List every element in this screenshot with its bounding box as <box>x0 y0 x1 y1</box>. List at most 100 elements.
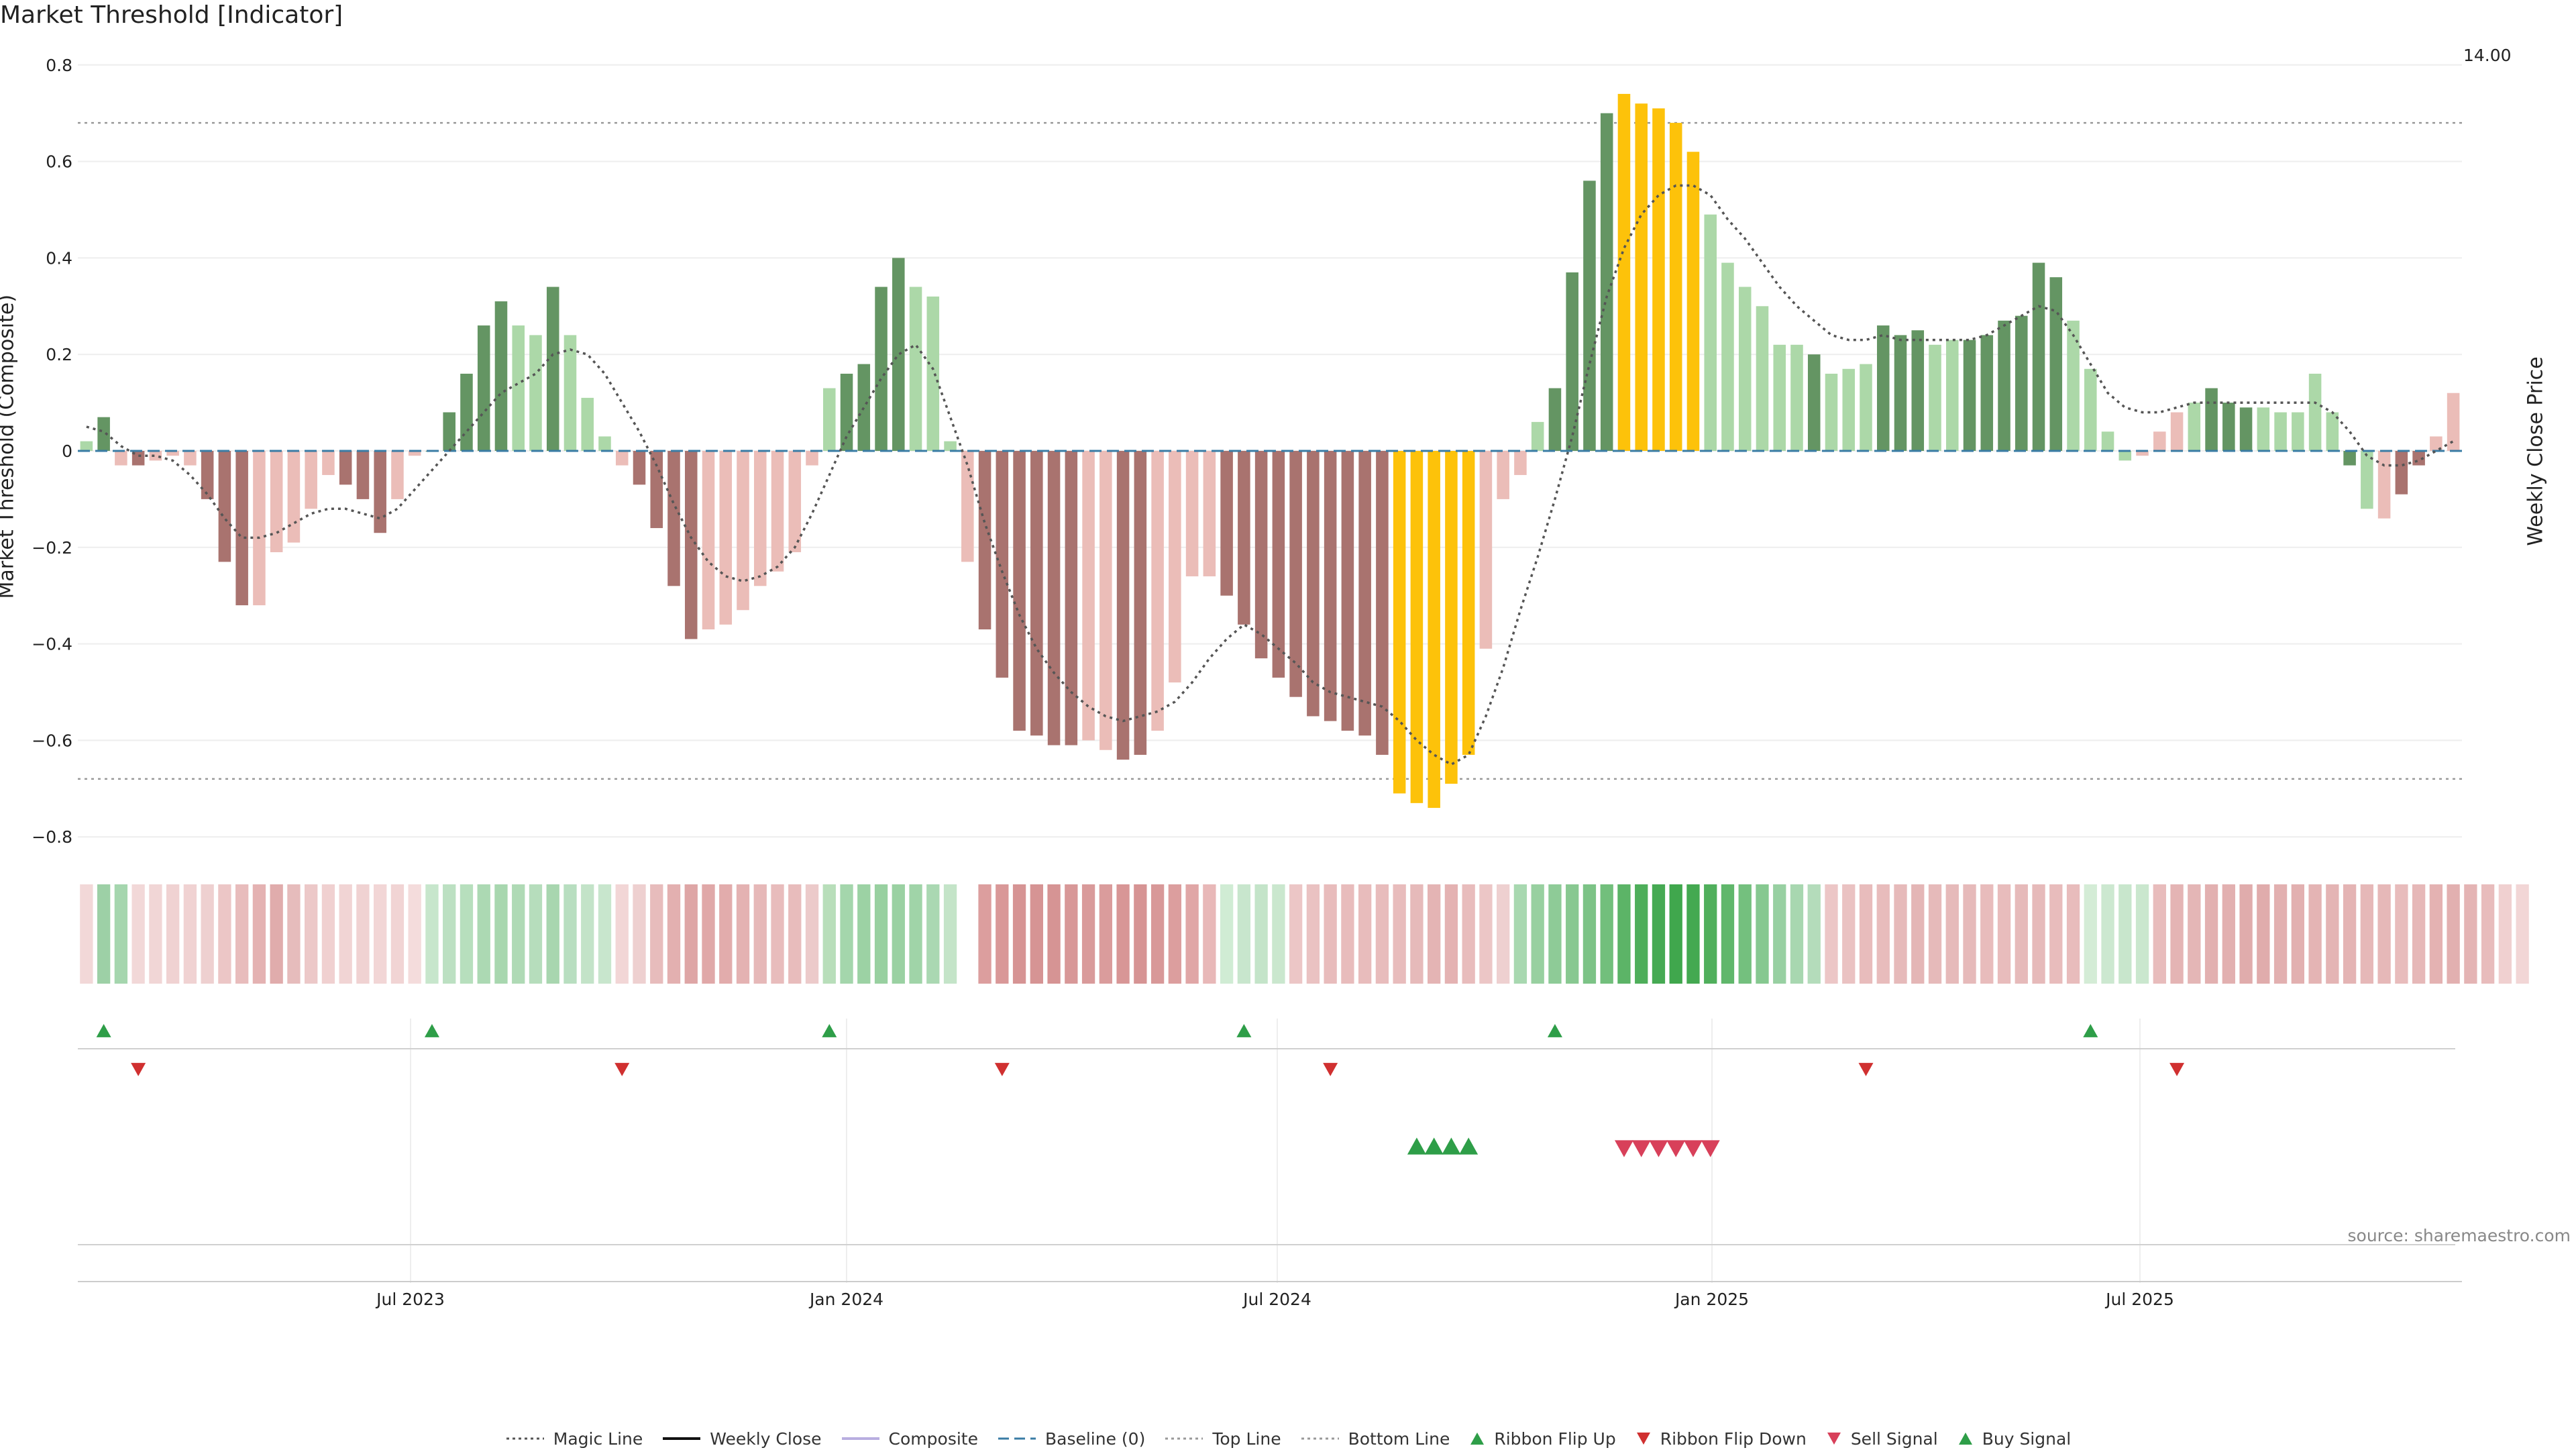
composite-bar <box>1860 364 1872 451</box>
ribbon-cell <box>390 884 405 984</box>
composite-bar <box>477 325 490 451</box>
ribbon-cell <box>1928 884 1942 984</box>
composite-bar <box>2015 315 2028 451</box>
composite-bar <box>1238 451 1250 625</box>
composite-bar <box>1393 451 1406 794</box>
ribbon-cell <box>1393 884 1406 984</box>
composite-bar <box>2326 412 2339 451</box>
composite-bar <box>806 451 818 466</box>
y-axis-title: Market Threshold (Composite) <box>0 294 19 599</box>
ribbon-cell <box>702 884 715 984</box>
x-tick-label: Jul 2024 <box>1242 1290 1311 1309</box>
composite-bar <box>926 296 940 451</box>
legend-swatch <box>998 1437 1036 1440</box>
legend-item: Ribbon Flip Up <box>1468 1429 1616 1449</box>
ribbon-cell <box>1876 884 1890 984</box>
composite-bar <box>1497 451 1509 499</box>
composite-bar <box>1047 451 1061 745</box>
composite-bar <box>1307 451 1320 717</box>
composite-bar <box>80 441 93 451</box>
composite-bar <box>1756 306 1769 451</box>
composite-bar <box>615 451 629 466</box>
legend-item: Composite <box>841 1429 978 1449</box>
sell-signal-marker <box>1683 1140 1703 1157</box>
ribbon-cell <box>1030 884 1043 984</box>
ribbon-flip-down-marker <box>2169 1063 2185 1076</box>
ribbon-cell <box>1566 884 1579 984</box>
buy-signal-marker <box>1424 1137 1444 1155</box>
legend-label: Ribbon Flip Up <box>1494 1429 1616 1449</box>
composite-bar <box>1738 287 1752 451</box>
composite-bar <box>702 451 715 630</box>
composite-bar <box>1894 335 1907 451</box>
composite-bar <box>840 373 853 451</box>
composite-bar <box>322 451 335 475</box>
y-tick-label: 0.6 <box>46 152 72 172</box>
ribbon-cell <box>2326 884 2339 984</box>
ribbon-cell <box>2377 884 2391 984</box>
composite-bar <box>978 451 991 630</box>
composite-bar <box>2361 451 2373 509</box>
composite-bar <box>1324 451 1337 721</box>
ribbon-cell <box>2412 884 2426 984</box>
ribbon-cell <box>598 884 612 984</box>
ribbon-cell <box>97 884 111 984</box>
composite-bar <box>2205 388 2218 451</box>
composite-bar <box>1376 451 1389 755</box>
y-tick-label: −0.6 <box>32 731 72 750</box>
composite-bar <box>1686 152 1700 451</box>
legend-swatch <box>1165 1437 1203 1440</box>
ribbon-cell <box>443 884 456 984</box>
ribbon-cell <box>1548 884 1562 984</box>
ribbon-cell <box>114 884 128 984</box>
ribbon-cell <box>2170 884 2184 984</box>
ribbon-flip-up-marker <box>1547 1024 1562 1037</box>
ribbon-cell <box>321 884 335 984</box>
composite-bar <box>633 451 646 485</box>
ribbon-cell <box>2516 884 2529 984</box>
legend-item: Sell Signal <box>1825 1429 1938 1449</box>
ribbon-cell <box>2084 884 2097 984</box>
composite-bar <box>1013 451 1026 731</box>
composite-bar <box>1980 335 1994 451</box>
composite-bar <box>131 451 145 466</box>
composite-bar <box>1358 451 1371 736</box>
composite-bar <box>149 451 162 461</box>
ribbon-cell <box>494 884 508 984</box>
ribbon-cell <box>1773 884 1786 984</box>
ribbon-cell <box>287 884 301 984</box>
ribbon-cell <box>425 884 439 984</box>
composite-bar <box>1617 93 1631 451</box>
composite-bar <box>581 397 594 451</box>
legend-label: Baseline (0) <box>1044 1429 1146 1449</box>
ribbon-cell <box>2153 884 2166 984</box>
y-tick-label: 0 <box>62 442 72 461</box>
source-note: source: sharemaestro.com <box>2347 1226 2571 1245</box>
ribbon-cell <box>1289 884 1303 984</box>
composite-bar <box>823 388 836 451</box>
ribbon-cell <box>460 884 474 984</box>
buy-signal-marker <box>1407 1137 1426 1155</box>
ribbon-flip-up-marker <box>96 1024 111 1037</box>
ribbon-cell <box>1617 884 1631 984</box>
composite-bar <box>1652 108 1665 451</box>
composite-bar <box>512 325 525 451</box>
ribbon-cell <box>1669 884 1682 984</box>
legend-swatch <box>1470 1433 1485 1445</box>
ribbon-cell <box>1410 884 1424 984</box>
ribbon-cell <box>1237 884 1251 984</box>
ribbon-cell <box>892 884 905 984</box>
ribbon-flip-down-marker <box>131 1063 146 1076</box>
composite-bar <box>875 287 888 451</box>
composite-bar <box>1807 354 1821 451</box>
legend-label: Bottom Line <box>1348 1429 1450 1449</box>
ribbon-cell <box>1825 884 1838 984</box>
composite-bar <box>1185 451 1199 576</box>
legend-swatch <box>663 1437 701 1440</box>
ribbon-cell <box>1945 884 1959 984</box>
composite-bar <box>2274 412 2287 451</box>
legend-swatch <box>1958 1433 1972 1445</box>
composite-bar <box>2170 412 2184 451</box>
composite-bar <box>650 451 663 529</box>
